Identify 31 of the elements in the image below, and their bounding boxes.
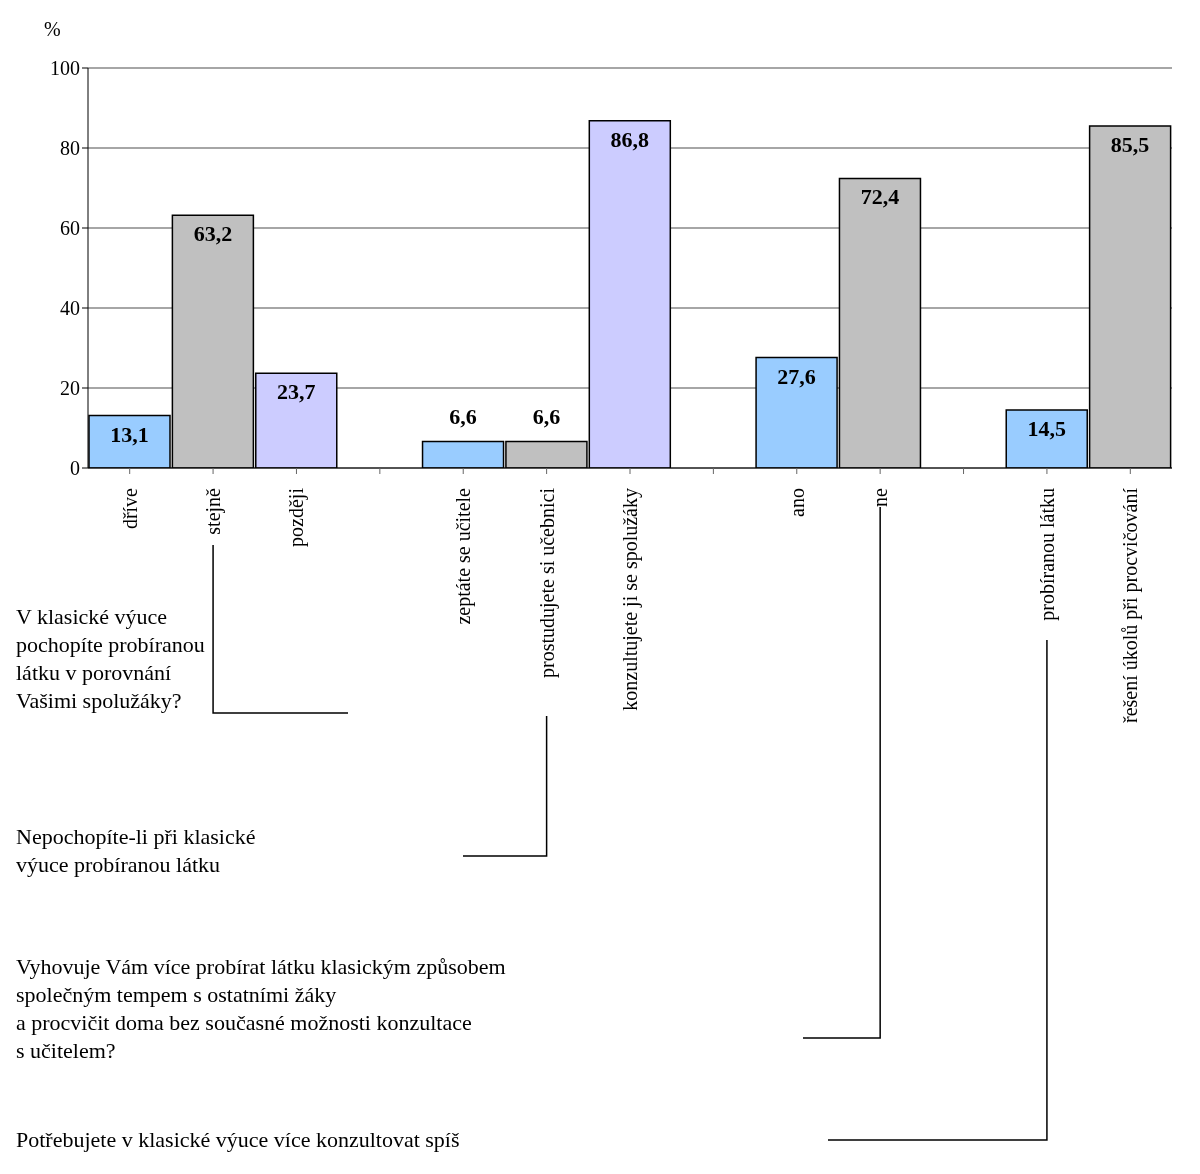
data-label: 72,4 [860,184,900,210]
y-tick-label: 20 [60,377,80,400]
y-tick-label: 80 [60,137,80,160]
data-label: 6,6 [449,403,477,429]
y-axis-title: % [44,18,61,41]
data-label: 86,8 [610,126,650,152]
y-tick-label: 40 [60,297,80,320]
text: Vyhovuje Vám více probírat látku klasickým způsobem společným tempem s ostatními žáky a procvičit doma bez současné možnosti konzultace s učitelem? [16,953,506,1065]
data-label: 63,2 [193,221,233,247]
x-tick-label: řešení úkolů při procvičování [1119,487,1143,723]
x-tick-label: konzultujete ji se spolužáky [619,488,642,711]
data-label: 14,5 [1027,416,1066,441]
x-tick-label: dříve [118,487,141,530]
data-label: 85,5 [1110,132,1150,157]
x-tick-label: probíranou látku [1035,488,1059,621]
y-tick-label: 0 [70,457,80,480]
y-tick-label: 60 [60,217,80,240]
x-tick-label: prostudujete si učebnici [535,487,559,678]
data-label: 23,7 [277,379,316,405]
data-label: 6,6 [532,403,561,429]
x-tick-label: stejně [202,487,226,535]
x-tick-label: ne [869,487,892,507]
text: Nepochopíte-li při klasické výuce probíranou látku [16,823,256,879]
text: V klasické výuce pochopíte probíranou látku v porovnání Vašimi spolužáky? [16,603,205,715]
y-tick-label: 100 [50,57,80,80]
x-tick-label: zeptáte se učitele [452,487,476,625]
data-label: 27,6 [777,363,816,389]
x-tick-label: později [285,487,309,547]
data-label: 13,1 [110,421,149,447]
x-tick-label: ano [785,488,808,517]
text: Potřebujete v klasické výuce více konzultovat spíš [16,1126,460,1154]
